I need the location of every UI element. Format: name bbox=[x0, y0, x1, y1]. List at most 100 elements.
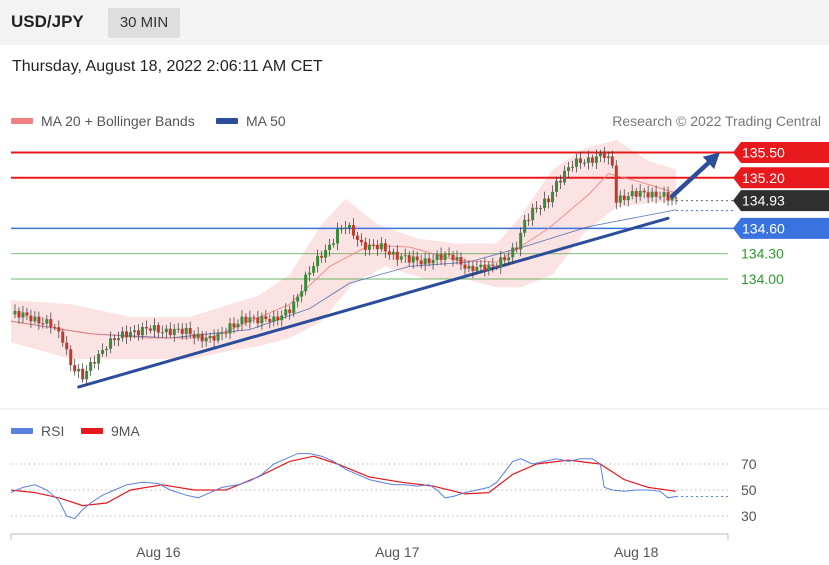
level-label-box bbox=[733, 190, 829, 212]
candle-body bbox=[618, 195, 622, 203]
candle bbox=[228, 317, 232, 340]
candle-body bbox=[630, 191, 634, 197]
candle-body bbox=[654, 191, 658, 197]
candle bbox=[53, 323, 57, 331]
ma50-path bbox=[10, 209, 677, 339]
candle-body bbox=[375, 244, 379, 250]
candle-body bbox=[614, 165, 618, 203]
support-trendline bbox=[77, 216, 670, 389]
candle-body bbox=[535, 207, 539, 209]
candle-body bbox=[184, 328, 188, 334]
candle-body bbox=[188, 328, 192, 335]
candle-body bbox=[17, 310, 21, 318]
candle bbox=[351, 218, 355, 240]
level-label-resistance: 135.20 bbox=[733, 167, 829, 189]
candle-body bbox=[180, 328, 184, 334]
candle-body bbox=[443, 254, 447, 260]
candle bbox=[57, 320, 61, 339]
candle-body bbox=[359, 239, 363, 243]
candle-body bbox=[120, 331, 124, 339]
candle bbox=[73, 358, 77, 376]
candle-body bbox=[168, 328, 172, 336]
candle-body bbox=[383, 243, 387, 252]
candle-body bbox=[459, 257, 463, 265]
legend-ma50-label: MA 50 bbox=[246, 113, 286, 129]
candle bbox=[292, 294, 296, 318]
candle-body bbox=[447, 254, 451, 256]
candle bbox=[379, 237, 383, 252]
candle bbox=[41, 317, 45, 329]
projection-arrow-shaft bbox=[669, 157, 715, 199]
level-label-text: 134.00 bbox=[741, 271, 784, 287]
candle bbox=[455, 250, 459, 265]
candle bbox=[395, 244, 399, 267]
candle bbox=[316, 249, 320, 273]
candle bbox=[614, 160, 618, 210]
candle-body bbox=[479, 264, 483, 268]
candle bbox=[598, 149, 602, 162]
candle bbox=[563, 165, 567, 186]
candle bbox=[367, 238, 371, 256]
x-tick-label: Aug 17 bbox=[375, 544, 420, 560]
candle bbox=[403, 248, 407, 263]
candle bbox=[439, 247, 443, 265]
candle-body bbox=[132, 330, 136, 333]
candle-body bbox=[113, 338, 117, 341]
candle bbox=[240, 310, 244, 331]
candle bbox=[519, 227, 523, 257]
candle bbox=[479, 260, 483, 274]
candle-body bbox=[499, 257, 503, 268]
candle-body bbox=[73, 365, 77, 372]
candle bbox=[407, 251, 411, 267]
candle bbox=[312, 262, 316, 276]
candle bbox=[220, 326, 224, 341]
candle-body bbox=[89, 362, 93, 371]
candle bbox=[483, 258, 487, 277]
symbol-label: USD/JPY bbox=[11, 12, 84, 31]
interval-button[interactable]: 30 MIN bbox=[108, 8, 180, 38]
candle-body bbox=[136, 330, 140, 336]
candle-body bbox=[256, 317, 260, 324]
candle-body bbox=[602, 153, 606, 158]
candle bbox=[280, 310, 284, 327]
candle-body bbox=[559, 180, 563, 183]
candle bbox=[212, 329, 216, 348]
level-label-pivot: 134.60 bbox=[733, 217, 829, 239]
candle bbox=[527, 213, 531, 227]
candle bbox=[216, 329, 220, 344]
candle bbox=[411, 250, 415, 269]
candle bbox=[566, 161, 570, 178]
candle-body bbox=[519, 232, 523, 250]
candle bbox=[662, 186, 666, 203]
candle-body bbox=[531, 207, 535, 221]
candle bbox=[511, 242, 515, 264]
legend-9ma-label: 9MA bbox=[111, 423, 140, 439]
candle bbox=[260, 312, 264, 330]
candle-body bbox=[391, 251, 395, 255]
candle-body bbox=[638, 190, 642, 197]
candle bbox=[355, 232, 359, 247]
candle-body bbox=[590, 157, 594, 163]
candle-body bbox=[395, 251, 399, 260]
candle bbox=[340, 224, 344, 234]
candle bbox=[602, 147, 606, 163]
candle-body bbox=[316, 255, 320, 267]
candle-body bbox=[646, 192, 650, 198]
candle bbox=[387, 244, 391, 260]
candle bbox=[29, 309, 33, 328]
candle bbox=[224, 327, 228, 338]
candle-body bbox=[292, 301, 296, 314]
candle-body bbox=[328, 244, 332, 250]
candle bbox=[347, 222, 351, 234]
candle bbox=[288, 305, 292, 320]
candle bbox=[471, 260, 475, 278]
candle-body bbox=[45, 319, 49, 324]
candle-body bbox=[65, 342, 69, 350]
candle-body bbox=[527, 219, 531, 221]
projection-arrow-head bbox=[702, 152, 720, 170]
candle bbox=[196, 327, 200, 341]
candle-body bbox=[324, 249, 328, 258]
candle bbox=[200, 330, 204, 348]
candle bbox=[463, 258, 467, 275]
